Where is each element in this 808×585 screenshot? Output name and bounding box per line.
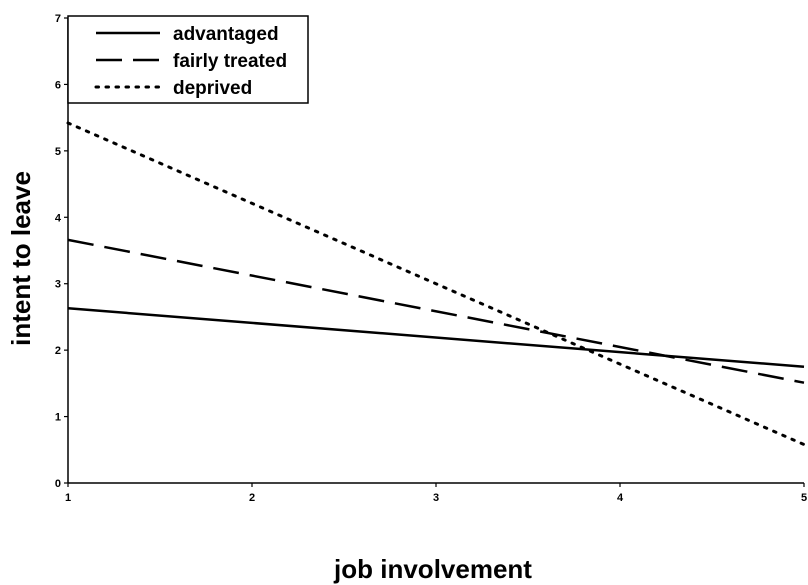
legend-label-advantaged: advantaged (173, 24, 279, 45)
y-tick-label: 7 (55, 13, 61, 25)
y-tick-label: 1 (55, 412, 61, 424)
legend-label-fairly-treated: fairly treated (173, 51, 287, 72)
y-tick-label: 0 (55, 478, 61, 490)
x-tick-label: 5 (801, 492, 807, 504)
x-tick-label: 3 (433, 492, 439, 504)
series-line-deprived (66, 121, 806, 446)
y-tick-label: 3 (55, 279, 61, 291)
x-tick-label: 1 (65, 492, 71, 504)
series-group (66, 121, 806, 446)
y-tick-label: 5 (55, 146, 61, 158)
x-tick-label: 2 (249, 492, 255, 504)
y-axis-title: intent to leave (6, 171, 36, 346)
legend-label-deprived: deprived (173, 78, 252, 99)
legend: advantaged fairly treated deprived (67, 15, 309, 104)
y-tick-label: 6 (55, 79, 61, 91)
y-tick-label: 2 (55, 345, 61, 357)
x-tick-label: 4 (617, 492, 624, 504)
y-tick-label: 4 (55, 212, 62, 224)
x-axis-title: job involvement (333, 554, 532, 584)
series-line-advantaged (67, 307, 805, 368)
series-line-fairly-treated (67, 238, 805, 384)
